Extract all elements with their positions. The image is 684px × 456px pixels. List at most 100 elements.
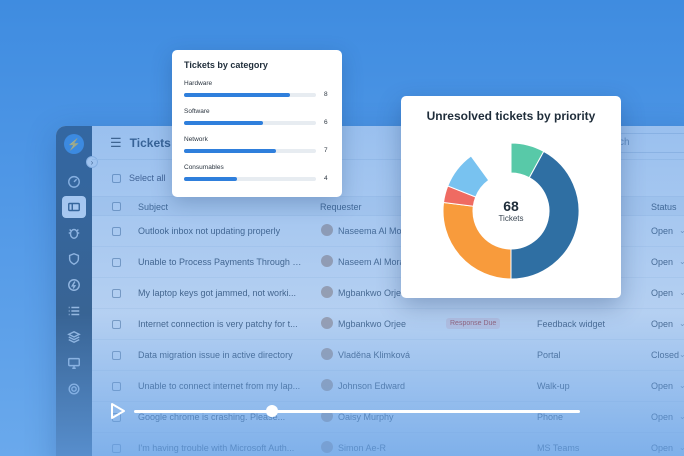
row-checkbox[interactable] bbox=[112, 382, 121, 391]
hamburger-menu-icon[interactable]: ☰ bbox=[110, 134, 122, 150]
category-row: Consumables 4 bbox=[184, 164, 330, 182]
ticket-status[interactable]: Open bbox=[651, 257, 674, 267]
ticket-source: Feedback widget bbox=[537, 319, 606, 329]
select-all-label: Select all bbox=[129, 173, 166, 183]
category-bar-track bbox=[184, 92, 316, 97]
tickets-icon[interactable] bbox=[62, 196, 86, 218]
dashboard-icon[interactable] bbox=[62, 170, 86, 192]
column-status[interactable]: Status bbox=[651, 202, 677, 212]
requester-avatar bbox=[321, 441, 333, 453]
total-tickets-label: Tickets bbox=[498, 214, 524, 223]
ticket-subject[interactable]: Data migration issue in active directory bbox=[138, 350, 293, 360]
seek-handle[interactable] bbox=[266, 405, 279, 417]
category-bar bbox=[184, 120, 264, 125]
category-value: 7 bbox=[324, 147, 328, 154]
requester-avatar bbox=[321, 317, 333, 329]
ticket-subject[interactable]: Unable to connect internet from my lap..… bbox=[138, 381, 301, 391]
list-icon[interactable] bbox=[62, 300, 86, 322]
ticket-subject[interactable]: Unable to Process Payments Through t... bbox=[138, 257, 302, 267]
requester-name: Simon Ae-R bbox=[338, 443, 387, 453]
ticket-status[interactable]: Open bbox=[651, 226, 674, 236]
column-subject[interactable]: Subject bbox=[138, 202, 169, 212]
sidebar: ⚡ bbox=[56, 126, 92, 456]
donut-slice-4[interactable] bbox=[447, 155, 490, 198]
chevron-down-icon[interactable]: ⌄ bbox=[679, 288, 684, 297]
category-name: Network bbox=[184, 136, 208, 143]
category-name: Software bbox=[184, 108, 210, 115]
category-value: 6 bbox=[324, 119, 328, 126]
chevron-down-icon[interactable]: ⌄ bbox=[679, 226, 684, 235]
category-bar-track bbox=[184, 120, 316, 125]
category-bar bbox=[184, 176, 237, 181]
total-tickets-value: 68 bbox=[503, 198, 519, 214]
table-row[interactable]: Unable to connect internet from my lap..… bbox=[92, 371, 684, 402]
ticket-source: Walk-up bbox=[537, 381, 570, 391]
requester-name: Vladěna Klimková bbox=[338, 350, 411, 360]
table-row[interactable]: I'm having trouble with Microsoft Auth..… bbox=[92, 433, 684, 456]
requester-name: Johnson Edward bbox=[338, 381, 406, 391]
ticket-subject[interactable]: My laptop keys got jammed, not worki... bbox=[138, 288, 297, 298]
bolt-logo-icon[interactable]: ⚡ bbox=[64, 134, 84, 154]
row-checkbox[interactable] bbox=[112, 320, 121, 329]
ticket-source: Portal bbox=[537, 350, 561, 360]
chevron-down-icon[interactable]: ⌄ bbox=[679, 350, 684, 359]
select-all-checkbox[interactable] bbox=[112, 173, 121, 183]
requester-avatar bbox=[321, 224, 333, 236]
chevron-down-icon[interactable]: ⌄ bbox=[679, 412, 684, 421]
ticket-status[interactable]: Open bbox=[651, 319, 674, 329]
priority-card-title: Unresolved tickets by priority bbox=[426, 109, 596, 123]
lightning-icon[interactable] bbox=[62, 274, 86, 296]
layers-icon[interactable] bbox=[62, 326, 86, 348]
shield-icon[interactable] bbox=[62, 248, 86, 270]
category-card-title: Tickets by category bbox=[184, 60, 268, 70]
requester-name: Mgbankwo Orjee bbox=[338, 319, 407, 329]
requester-avatar bbox=[321, 255, 333, 267]
ticket-status[interactable]: Closed bbox=[651, 350, 680, 360]
ticket-status[interactable]: Open bbox=[651, 412, 674, 422]
requester-name: Mgbankwo Orjee bbox=[338, 288, 407, 298]
response-due-badge: Response Due bbox=[446, 318, 501, 329]
chevron-down-icon[interactable]: ⌄ bbox=[679, 443, 684, 452]
category-row: Network 7 bbox=[184, 136, 330, 154]
requester-avatar bbox=[321, 348, 333, 360]
row-checkbox[interactable] bbox=[112, 351, 121, 360]
search-input[interactable]: ch bbox=[618, 133, 684, 153]
category-name: Consumables bbox=[184, 164, 224, 171]
category-row: Hardware 8 bbox=[184, 80, 330, 98]
settings-icon[interactable] bbox=[62, 378, 86, 400]
chevron-down-icon[interactable]: ⌄ bbox=[679, 257, 684, 266]
category-value: 4 bbox=[324, 175, 328, 182]
chevron-down-icon[interactable]: ⌄ bbox=[679, 319, 684, 328]
requester-avatar bbox=[321, 379, 333, 391]
play-icon[interactable] bbox=[110, 402, 126, 420]
header-checkbox[interactable] bbox=[112, 202, 121, 211]
table-row[interactable]: Internet connection is very patchy for t… bbox=[92, 309, 684, 340]
ticket-subject[interactable]: Internet connection is very patchy for t… bbox=[138, 319, 298, 329]
category-name: Hardware bbox=[184, 80, 213, 87]
row-checkbox[interactable] bbox=[112, 444, 121, 453]
requester-avatar bbox=[321, 286, 333, 298]
row-checkbox[interactable] bbox=[112, 258, 121, 267]
ticket-status[interactable]: Open bbox=[651, 443, 674, 453]
requester-name: Naseema Al Mora bbox=[338, 226, 410, 236]
monitor-icon[interactable] bbox=[62, 352, 86, 374]
chevron-down-icon[interactable]: ⌄ bbox=[679, 381, 684, 390]
ticket-subject[interactable]: Outlook inbox not updating properly bbox=[138, 226, 281, 236]
requester-name: Oaisy Murphy bbox=[338, 412, 394, 422]
row-checkbox[interactable] bbox=[112, 227, 121, 236]
ticket-source: MS Teams bbox=[537, 443, 580, 453]
category-bar bbox=[184, 92, 290, 97]
ticket-subject[interactable]: I'm having trouble with Microsoft Auth..… bbox=[138, 443, 295, 453]
ticket-status[interactable]: Open bbox=[651, 288, 674, 298]
tickets-by-category-card: Tickets by category Hardware 8 Software 6 Ne… bbox=[172, 50, 342, 197]
donut-slice-1[interactable] bbox=[510, 150, 580, 280]
ticket-status[interactable]: Open bbox=[651, 381, 674, 391]
table-row[interactable]: Data migration issue in active directory… bbox=[92, 340, 684, 371]
seek-bar[interactable] bbox=[134, 410, 580, 413]
ticket-source: Phone bbox=[537, 412, 564, 422]
requester-name: Naseem Al Mora bbox=[338, 257, 405, 267]
column-requester[interactable]: Requester bbox=[320, 202, 362, 212]
row-checkbox[interactable] bbox=[112, 289, 121, 298]
table-row[interactable]: Google chrome is crashing. Please... Oais… bbox=[92, 402, 684, 433]
bug-icon[interactable] bbox=[62, 222, 86, 244]
